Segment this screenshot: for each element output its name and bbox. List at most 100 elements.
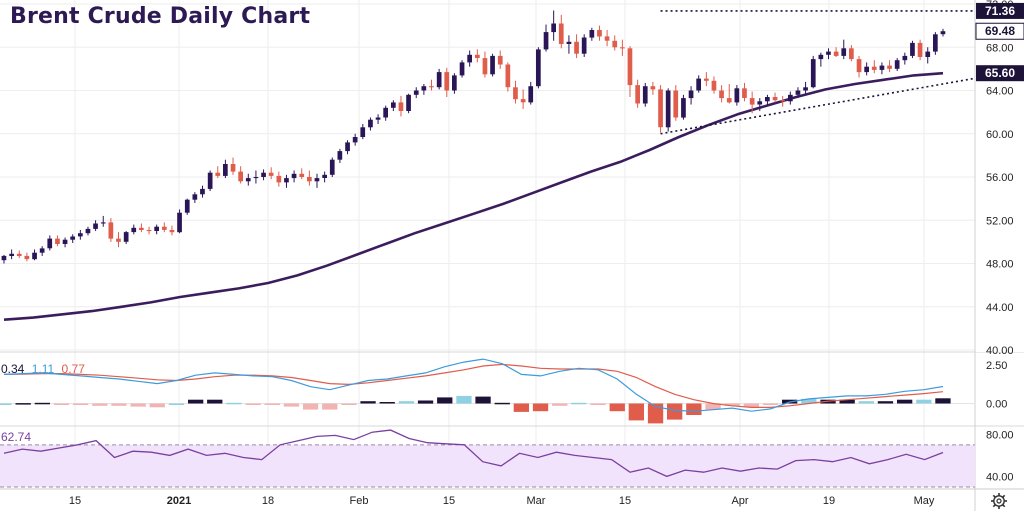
time-tick-label: 18 (262, 495, 274, 507)
price-tick-label: 48.00 (986, 259, 1014, 271)
candle-body (62, 239, 68, 244)
macd-histogram-bar (552, 403, 568, 406)
candle-body (620, 47, 625, 49)
candle-body (192, 194, 198, 200)
macd-histogram-bar (456, 395, 472, 404)
candle-body (856, 59, 862, 73)
price-marker-box (976, 2, 1024, 19)
candle-body (291, 173, 297, 179)
candle-body (841, 48, 847, 56)
macd-histogram-bar (34, 402, 50, 405)
rsi-legend: 62.74 (1, 430, 32, 444)
candle-body (47, 238, 53, 249)
macd-histogram-bar (590, 403, 606, 405)
candle-body (917, 42, 923, 57)
candle-body (314, 178, 320, 182)
candle-body (375, 117, 381, 120)
candle-body (276, 175, 282, 183)
macd-histogram-bar (724, 403, 740, 406)
candle-body (933, 34, 938, 52)
macd-histogram-bar (226, 402, 242, 405)
candle-body (765, 97, 770, 102)
price-marker-label: 71.36 (985, 4, 1015, 18)
macd-histogram-bar (111, 403, 127, 406)
candle-body (551, 23, 556, 33)
candle-body (597, 30, 602, 37)
candle-body (200, 188, 205, 195)
candle-body (566, 41, 572, 44)
macd-histogram-bar (283, 403, 300, 407)
candle-body (574, 41, 579, 54)
time-tick-label: May (914, 495, 935, 507)
candle-body (635, 85, 640, 104)
macd-legend: 0.34 1.11 0.77 (1, 362, 85, 376)
macd-histogram-bar (916, 399, 932, 404)
candle-body (704, 78, 709, 81)
time-tick-label: 15 (69, 495, 81, 507)
candle-body (253, 177, 259, 179)
candle-body (650, 86, 656, 90)
candle-body (887, 65, 892, 69)
macd-histogram-bar (705, 403, 721, 410)
candle-body (444, 72, 450, 91)
macd-histogram-bar (341, 403, 357, 405)
macd-tick-label: 2.50 (986, 360, 1007, 372)
macd-histogram-bar (73, 403, 89, 405)
macd-histogram-bar (628, 403, 644, 421)
price-tick-label: 40.00 (986, 345, 1014, 357)
candle-body (1, 255, 7, 261)
macd-histogram-bar (130, 403, 146, 407)
candle-body (520, 99, 526, 103)
macd-histogram-bar (302, 403, 319, 410)
candle-body (39, 248, 45, 253)
candle-body (894, 60, 900, 69)
candle-body (139, 227, 144, 230)
price-tick-label: 60.00 (986, 129, 1014, 141)
candle-body (482, 58, 488, 75)
candle-body (383, 107, 388, 118)
candle-body (543, 32, 549, 50)
candle-body (803, 87, 808, 91)
candle-body (505, 64, 511, 88)
macd-histogram-bar (207, 399, 223, 404)
macd-histogram-bar (398, 401, 415, 404)
candle-body (719, 90, 724, 99)
candle-body (230, 164, 236, 172)
macd-histogram-bar (417, 400, 434, 404)
gear-icon[interactable] (990, 492, 1008, 510)
candle-body (810, 59, 816, 88)
macd-histogram-bar (647, 403, 664, 424)
candle-body (162, 226, 167, 230)
candle-body (681, 98, 686, 118)
macd-line-value: 1.11 (31, 362, 55, 376)
candle-body (910, 42, 915, 56)
macd-line (3, 358, 944, 412)
candle-body (223, 164, 228, 176)
candle-body (391, 102, 396, 108)
rsi-line (3, 429, 944, 478)
candle-body (696, 78, 701, 91)
macd-histogram-value: 0.34 (1, 362, 25, 376)
candle-body (329, 159, 335, 175)
candle-body (436, 72, 442, 88)
price-axis: 40.00 44.00 48.00 52.00 56.00 60.00 64.00 68.00… (975, 0, 1024, 357)
candle-body (429, 86, 434, 88)
macd-histogram-bar (379, 402, 395, 404)
candle-body (536, 49, 541, 87)
candle-body (925, 51, 931, 57)
price-marker-box (976, 65, 1024, 82)
candle-body (215, 172, 221, 176)
candle-body (688, 90, 694, 99)
macd-histogram-bar (513, 403, 529, 412)
candle-body (421, 86, 427, 91)
macd-histogram-bar (494, 402, 510, 405)
candle-body (78, 233, 83, 237)
price-tick-label: 64.00 (986, 86, 1014, 98)
candle-body (261, 172, 266, 177)
candle-body (627, 48, 633, 86)
moving-average-line (3, 71, 944, 321)
candle-body (788, 94, 793, 102)
candle-body (658, 89, 663, 128)
macd-histogram-bar (897, 399, 913, 404)
